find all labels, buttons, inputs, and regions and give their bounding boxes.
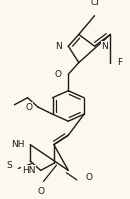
Text: NH: NH xyxy=(11,140,25,149)
Text: O: O xyxy=(37,187,44,196)
Text: HN: HN xyxy=(22,166,35,175)
Text: O: O xyxy=(26,103,33,112)
Text: N: N xyxy=(55,42,62,51)
Text: S: S xyxy=(6,161,12,170)
Text: F: F xyxy=(117,58,122,67)
Text: Cl: Cl xyxy=(90,0,99,8)
Text: O: O xyxy=(55,70,62,79)
Text: N: N xyxy=(101,42,108,51)
Text: O: O xyxy=(85,173,92,182)
